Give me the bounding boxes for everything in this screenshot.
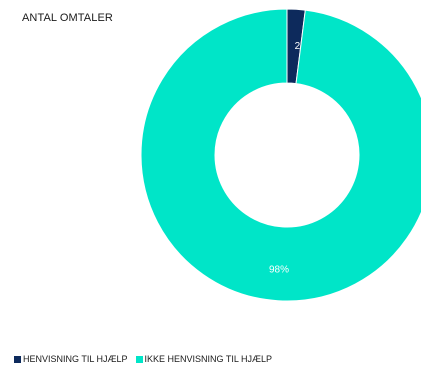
legend-item-henvisning: HENVISNING TIL HJÆLP [14, 354, 128, 364]
legend-label-ikke-henvisning: IKKE HENVISNING TIL HJÆLP [144, 354, 273, 364]
slice-ikke-henvisning [140, 8, 421, 302]
data-label-ikke-henvisning: 98% [269, 265, 289, 276]
legend-swatch-ikke-henvisning [135, 355, 143, 363]
legend-label-henvisning: HENVISNING TIL HJÆLP [23, 354, 128, 364]
legend-swatch-henvisning [14, 355, 21, 363]
chart-title: ANTAL OMTALER [22, 12, 113, 24]
legend-item-ikke-henvisning: IKKE HENVISNING TIL HJÆLP [135, 354, 273, 364]
legend: HENVISNING TIL HJÆLP IKKE HENVISNING TIL… [14, 354, 280, 364]
donut-chart: 2%98% [140, 8, 421, 302]
